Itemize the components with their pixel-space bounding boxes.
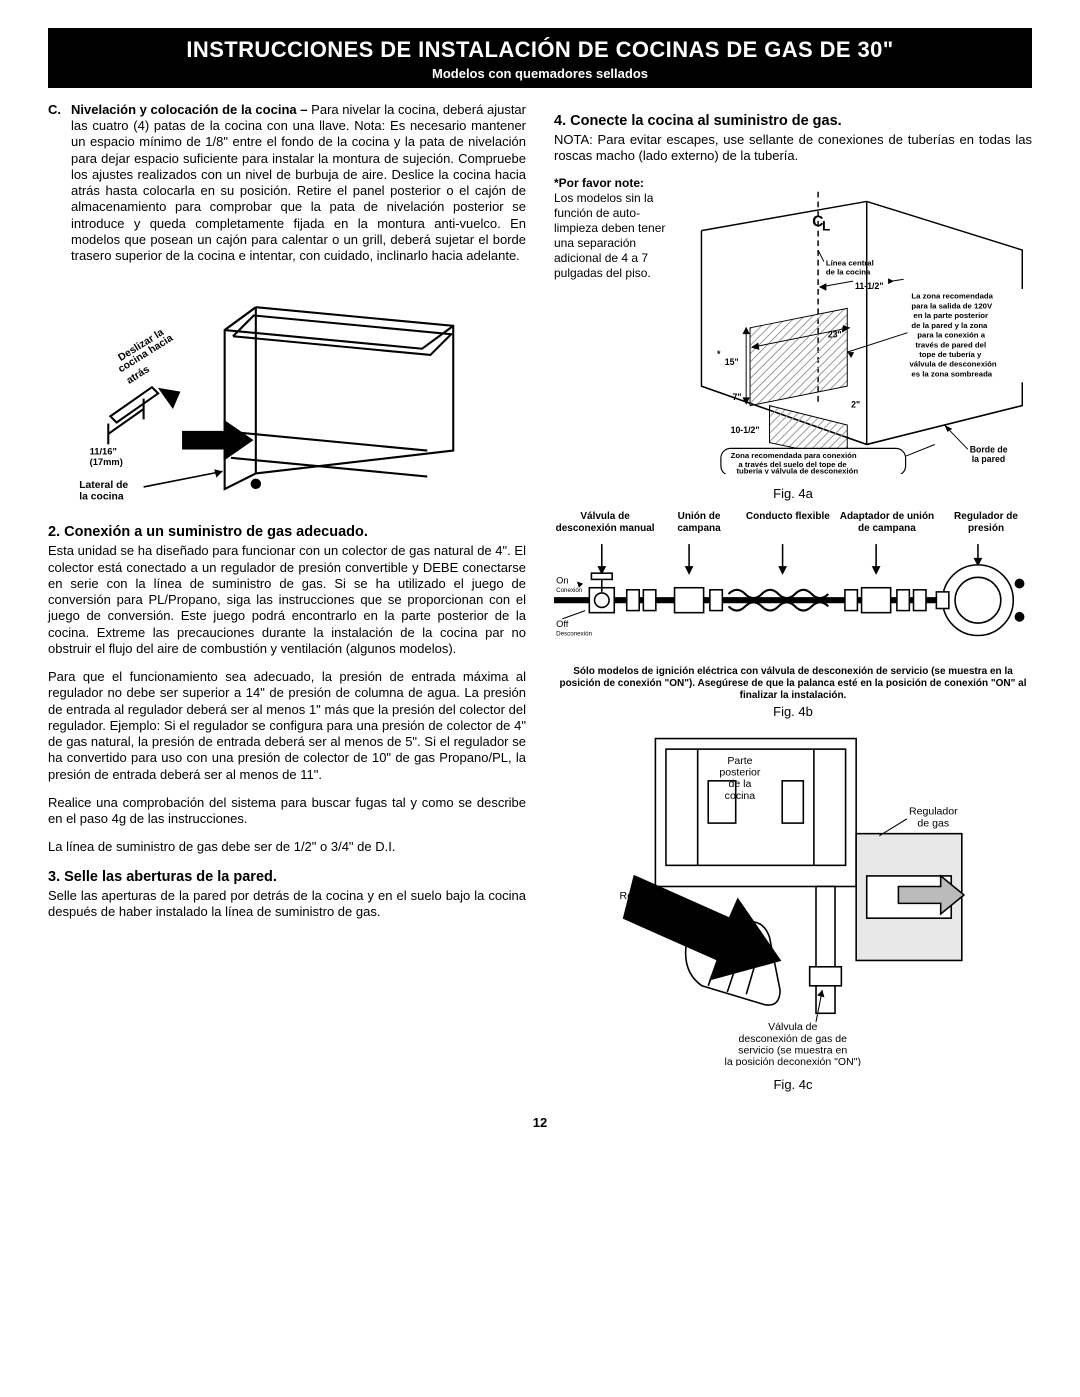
figure-4a: C L Línea central de la cocina 11-1/2" 2… xyxy=(682,182,1032,478)
svg-text:en la parte posterior: en la parte posterior xyxy=(913,311,988,320)
svg-text:Parte: Parte xyxy=(728,755,753,767)
svg-text:de la pared y la zona: de la pared y la zona xyxy=(911,321,988,330)
svg-text:La zona recomendada: La zona recomendada xyxy=(911,292,993,301)
section-4-title: 4. Conecte la cocina al suministro de ga… xyxy=(554,112,1032,130)
fig4a-block: *Por favor note: Los modelos sin la func… xyxy=(554,176,1032,484)
svg-text:Regulador: Regulador xyxy=(620,890,669,902)
note-title: *Por favor note: xyxy=(554,176,674,191)
svg-text:cocina: cocina xyxy=(725,790,756,802)
svg-text:es la zona sombreada: es la zona sombreada xyxy=(911,370,992,379)
svg-text:7": 7" xyxy=(733,392,742,402)
fig-4c-caption: Fig. 4c xyxy=(554,1077,1032,1093)
svg-text:de gas: de gas xyxy=(628,902,660,914)
svg-text:Zona recomendada para conexión: Zona recomendada para conexión xyxy=(731,451,857,460)
fig-4a-caption: Fig. 4a xyxy=(554,486,1032,502)
right-column: 4. Conecte la cocina al suministro de ga… xyxy=(554,102,1032,1101)
svg-text:2": 2" xyxy=(851,400,860,410)
svg-text:para la conexión a: para la conexión a xyxy=(917,331,985,340)
figure-4c: Parte posterior de la cocina Regulador d… xyxy=(554,728,1032,1070)
svg-text:Lateral de: Lateral de xyxy=(79,480,128,491)
svg-text:Off: Off xyxy=(556,619,569,629)
svg-text:servicio (se muestra en: servicio (se muestra en xyxy=(738,1045,847,1057)
svg-text:válvula de desconexión: válvula de desconexión xyxy=(909,360,996,369)
svg-text:10-1/2": 10-1/2" xyxy=(731,425,760,435)
page-number: 12 xyxy=(48,1115,1032,1131)
section-2-p4: La línea de suministro de gas debe ser d… xyxy=(48,839,526,855)
svg-text:Línea central: Línea central xyxy=(826,259,874,268)
svg-text:de la: de la xyxy=(729,778,752,790)
section-2-p3: Realice una comprobación del sistema par… xyxy=(48,795,526,828)
section-2-title: 2. Conexión a un suministro de gas adecu… xyxy=(48,523,526,541)
figure-range-slide: Deslizar la cocina hacia atrás 11/16" (1… xyxy=(48,276,526,509)
svg-text:15": 15" xyxy=(725,357,739,367)
note-sidebar: *Por favor note: Los modelos sin la func… xyxy=(554,176,674,484)
svg-text:L: L xyxy=(822,219,830,234)
section-3-p1: Selle las aperturas de la pared por detr… xyxy=(48,888,526,921)
fig4b-note: Sólo modelos de ignición eléctrica con v… xyxy=(554,666,1032,702)
svg-text:Desconexión: Desconexión xyxy=(556,630,592,637)
two-column-layout: C. Nivelación y colocación de la cocina … xyxy=(48,102,1032,1101)
fig-4b-caption: Fig. 4b xyxy=(554,704,1032,720)
h-flex: Conducto flexible xyxy=(742,511,834,536)
section-3-title: 3. Selle las aberturas de la pared. xyxy=(48,868,526,886)
svg-text:On: On xyxy=(556,575,568,585)
section-2-p1: Esta unidad se ha diseñado para funciona… xyxy=(48,543,526,657)
svg-text:Regulador: Regulador xyxy=(909,806,958,818)
svg-text:de la cocina: de la cocina xyxy=(826,268,871,277)
svg-text:tope de tubería y: tope de tubería y xyxy=(919,350,982,359)
svg-text:desconexión de gas de: desconexión de gas de xyxy=(739,1033,848,1045)
svg-text:11-1/2": 11-1/2" xyxy=(855,281,883,291)
h-regulator: Regulador de presión xyxy=(940,511,1032,536)
figure-4b: On Conexión Off Desconexión xyxy=(554,542,1032,661)
header-bar: INSTRUCCIONES DE INSTALACIÓN DE COCINAS … xyxy=(48,28,1032,88)
svg-text:tubería y válvula de desconexi: tubería y válvula de desconexión xyxy=(736,467,858,474)
section-4-p1: NOTA: Para evitar escapes, use sellante … xyxy=(554,132,1032,165)
section-2-p2: Para que el funcionamiento sea adecuado,… xyxy=(48,669,526,783)
section-c-title: Nivelación y colocación de la cocina – xyxy=(71,102,308,117)
page-title: INSTRUCCIONES DE INSTALACIÓN DE COCINAS … xyxy=(52,36,1028,64)
section-c-body: Nivelación y colocación de la cocina – P… xyxy=(71,102,526,265)
svg-text:través de pared del: través de pared del xyxy=(915,341,986,350)
svg-text:Conexión: Conexión xyxy=(556,586,583,593)
section-c-text: Para nivelar la cocina, deberá ajustar l… xyxy=(71,102,526,263)
h-shutoff: Válvula de desconexión manual xyxy=(554,511,656,536)
svg-text:(17mm): (17mm) xyxy=(90,457,123,467)
svg-text:la posición deconexión "ON"): la posición deconexión "ON") xyxy=(725,1056,861,1066)
svg-text:Válvula de: Válvula de xyxy=(768,1022,817,1034)
fig4b-headers: Válvula de desconexión manual Unión de c… xyxy=(554,511,1032,536)
svg-text:*: * xyxy=(717,349,721,359)
svg-text:Borde de: Borde de xyxy=(970,445,1008,455)
left-column: C. Nivelación y colocación de la cocina … xyxy=(48,102,526,1101)
svg-text:la cocina: la cocina xyxy=(79,492,124,503)
svg-text:la pared: la pared xyxy=(972,454,1006,464)
svg-text:para la salida de 120V: para la salida de 120V xyxy=(911,302,993,311)
h-union: Unión de campana xyxy=(658,511,740,536)
note-body: Los modelos sin la función de auto-limpi… xyxy=(554,191,674,281)
page-subtitle: Modelos con quemadores sellados xyxy=(52,66,1028,82)
svg-text:posterior: posterior xyxy=(720,767,762,779)
svg-text:11/16": 11/16" xyxy=(90,447,117,457)
section-c: C. Nivelación y colocación de la cocina … xyxy=(48,102,526,265)
h-adapter: Adaptador de unión de campana xyxy=(836,511,938,536)
section-c-label: C. xyxy=(48,102,61,265)
svg-text:de gas: de gas xyxy=(918,818,950,830)
